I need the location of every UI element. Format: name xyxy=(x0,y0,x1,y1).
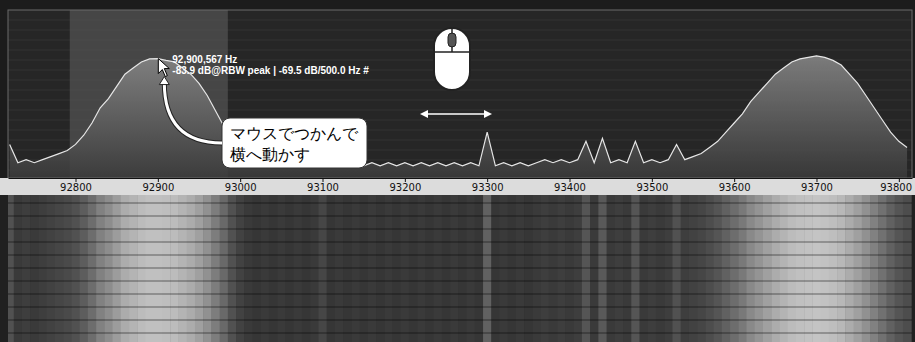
x-tick-label: 93200 xyxy=(389,182,421,193)
x-tick: 93300 xyxy=(472,178,504,193)
waterfall-texture-line xyxy=(8,267,912,269)
x-tick-label: 92900 xyxy=(142,182,174,193)
x-tick: 93700 xyxy=(801,178,833,193)
leader-line xyxy=(164,83,222,143)
x-tick-label: 93800 xyxy=(880,182,912,193)
leader-outline xyxy=(164,83,222,143)
x-tick-label: 93000 xyxy=(225,182,257,193)
x-tick-label: 93300 xyxy=(472,182,504,193)
x-tick: 92900 xyxy=(142,178,174,193)
x-tick: 93200 xyxy=(389,178,421,193)
x-axis: 92800 92900 93000 93100 93200 93300 93400 93500… xyxy=(9,178,913,193)
waterfall-texture xyxy=(8,203,912,333)
callout-text: 横へ動かす xyxy=(230,145,310,164)
waterfall-texture-line xyxy=(8,215,912,217)
waterfall-texture-line xyxy=(8,241,912,243)
waterfall-texture-line xyxy=(8,293,912,295)
waterfall xyxy=(8,195,912,342)
x-tick: 92800 xyxy=(60,178,92,193)
leader-arrowhead xyxy=(159,77,169,85)
drag-arrow xyxy=(420,110,492,118)
waterfall-texture-line xyxy=(8,228,912,230)
waterfall-background xyxy=(0,195,915,342)
x-tick-label: 93100 xyxy=(307,182,339,193)
mouse-icon xyxy=(434,28,470,90)
waterfall-texture-line xyxy=(8,280,912,282)
plot-background xyxy=(8,10,912,178)
callout-box xyxy=(222,118,367,168)
x-tick: 93400 xyxy=(554,178,586,193)
x-tick-label: 92800 xyxy=(60,182,92,193)
callout-text: マウスでつかんで xyxy=(230,124,359,143)
x-axis-line xyxy=(9,178,913,179)
x-tick: 93600 xyxy=(719,178,751,193)
mouse-wheel xyxy=(448,33,456,47)
waterfall-texture-line xyxy=(8,319,912,321)
drag-arrow-line xyxy=(426,113,486,115)
x-tick-label: 93600 xyxy=(719,182,751,193)
waterfall-texture-line xyxy=(8,254,912,256)
waterfall-texture-line xyxy=(8,202,912,204)
x-tick: 93100 xyxy=(307,178,339,193)
cursor-arrow xyxy=(158,59,169,77)
x-tick: 93500 xyxy=(636,178,668,193)
waterfall-texture-line xyxy=(8,306,912,308)
plot-data xyxy=(10,10,907,178)
x-tick: 93000 xyxy=(225,178,257,193)
plot-frame xyxy=(8,10,912,178)
axis-strip xyxy=(0,178,915,195)
x-tick: 93800 xyxy=(880,178,912,193)
spectrum-screenshot: 92800 92900 93000 93100 93200 93300 93400 93500… xyxy=(0,0,915,342)
x-tick-label: 93400 xyxy=(554,182,586,193)
waterfall-texture-line xyxy=(8,332,912,334)
mouse-body xyxy=(434,28,470,90)
cursor-readout: -83.9 dB@RBW peak | -69.5 dB/500.0 Hz # xyxy=(172,65,369,76)
drag-arrowhead xyxy=(420,110,428,118)
callout: マウスでつかんで横へ動かす xyxy=(222,118,367,168)
x-tick-label: 93500 xyxy=(636,182,668,193)
panel-background xyxy=(0,0,915,178)
drag-arrowhead xyxy=(484,110,492,118)
cursor-frequency: 92,900,567 Hz xyxy=(172,54,237,65)
x-tick-label: 93700 xyxy=(801,182,833,193)
